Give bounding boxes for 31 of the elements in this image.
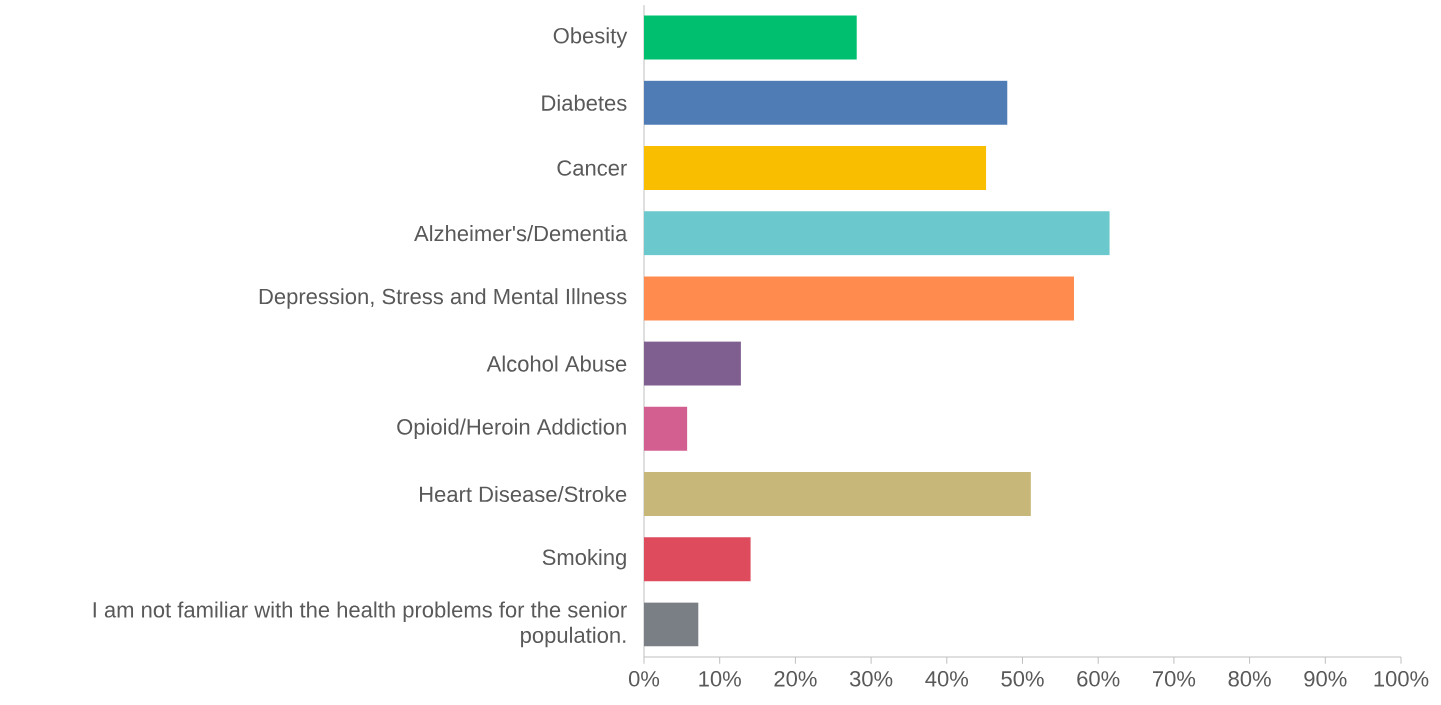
- x-tick-label: 100%: [1374, 671, 1429, 687]
- bar: [644, 80, 1008, 125]
- y-tick-label: Opioid/Heroin Addiction: [397, 418, 626, 440]
- y-tick-label: Smoking: [542, 548, 626, 570]
- x-tick-label: 60%: [1077, 671, 1120, 687]
- bar: [644, 146, 987, 190]
- bar: [644, 276, 1074, 321]
- bar: [644, 472, 1031, 516]
- bar: [644, 602, 699, 647]
- x-tick-label: 30%: [849, 671, 893, 687]
- x-tick-label: 90%: [1304, 671, 1347, 687]
- y-tick-label: Heart Disease/Stroke: [420, 485, 627, 503]
- bar: [644, 15, 857, 60]
- x-tick-label: 20%: [774, 671, 817, 687]
- y-tick-label: Alzheimer's/Dementia: [414, 225, 628, 242]
- x-tick-label: 0%: [628, 671, 660, 687]
- bar: [644, 406, 688, 451]
- bar: [644, 537, 751, 582]
- bar: [644, 341, 741, 386]
- y-tick-label: Obesity: [553, 27, 628, 48]
- y-tick-label: Alcohol Abuse: [486, 355, 627, 372]
- y-tick-label: Depression, Stress and Mental Illness: [259, 288, 627, 309]
- y-tick-label: Diabetes: [542, 94, 627, 111]
- x-tick-label: 10%: [699, 671, 741, 687]
- y-tick-label: Cancer: [557, 160, 627, 176]
- x-tick-label: 80%: [1228, 671, 1271, 687]
- y-tick-label: I am not familiar with the health problems for the senior population.: [93, 601, 627, 648]
- x-tick-label: 40%: [925, 671, 969, 687]
- x-tick-label: 50%: [1001, 671, 1044, 687]
- bar: [644, 211, 1110, 256]
- x-tick-label: 70%: [1153, 671, 1196, 687]
